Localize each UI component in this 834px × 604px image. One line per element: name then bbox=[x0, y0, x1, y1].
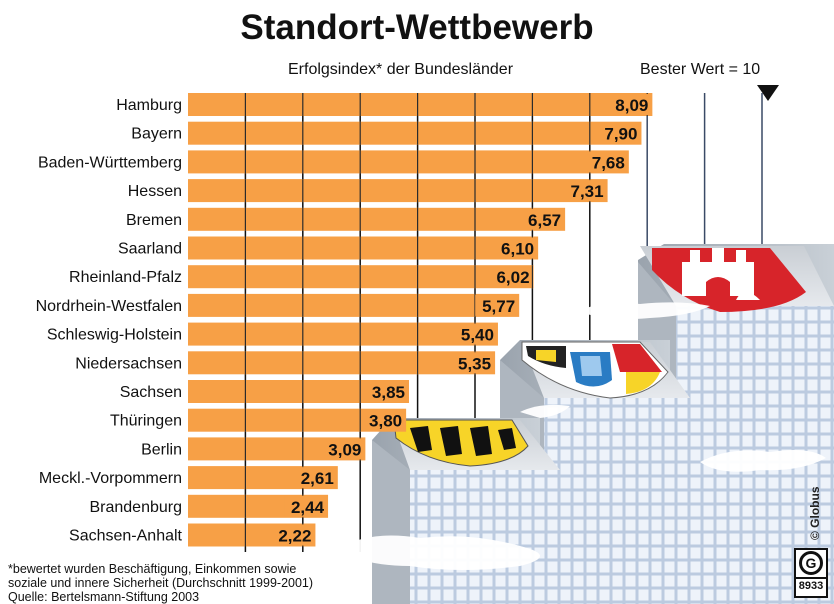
value-label-bg-7 bbox=[475, 294, 518, 316]
bar-1 bbox=[188, 121, 642, 145]
bar-10 bbox=[188, 380, 409, 403]
category-label-0: Hamburg bbox=[116, 97, 182, 114]
bar-5 bbox=[188, 236, 539, 260]
category-label-14: Brandenburg bbox=[89, 499, 182, 516]
category-label-2: Baden-Württemberg bbox=[38, 154, 182, 171]
value-label-0: 8,09 bbox=[615, 96, 648, 115]
baden-wuerttemberg-coat-of-arms bbox=[393, 419, 529, 467]
value-label-1: 7,90 bbox=[604, 125, 637, 144]
footnote-line: soziale und innere Sicherheit (Durchschn… bbox=[8, 576, 314, 590]
value-label-7: 5,77 bbox=[482, 297, 515, 316]
copyright-label: © Globus bbox=[808, 486, 822, 540]
category-label-4: Bremen bbox=[126, 212, 182, 229]
category-label-11: Thüringen bbox=[110, 413, 182, 430]
chart-value-labels: 8,09 7,90 7,68 7,31 6,57 6,10 6,02 5,77 5,40 5,35… bbox=[271, 94, 651, 546]
bar-4 bbox=[188, 207, 566, 231]
value-label-bg-4 bbox=[521, 208, 564, 230]
value-label-bg-11 bbox=[362, 409, 405, 431]
hamburg-coat-of-arms bbox=[652, 248, 806, 312]
value-label-10: 3,85 bbox=[372, 383, 405, 402]
value-label-bg-14 bbox=[284, 495, 327, 517]
bavaria-franconia-coat-of-arms bbox=[521, 341, 669, 399]
value-label-bg-10 bbox=[364, 381, 407, 402]
bar-9 bbox=[188, 351, 496, 375]
category-label-9: Niedersachsen bbox=[75, 355, 182, 372]
footnote-source: Quelle: Bertelsmann-Stiftung 2003 bbox=[8, 590, 200, 604]
value-label-8: 5,40 bbox=[461, 326, 494, 345]
value-label-bg-0 bbox=[608, 94, 651, 115]
chart-subtitle: Erfolgsindex* der Bundesländer bbox=[288, 61, 514, 78]
category-label-1: Bayern bbox=[131, 126, 182, 143]
value-label-4: 6,57 bbox=[528, 211, 561, 230]
cloud-illustration bbox=[340, 302, 826, 570]
value-label-bg-6 bbox=[489, 266, 532, 288]
category-label-8: Schleswig-Holstein bbox=[47, 327, 182, 344]
category-label-12: Berlin bbox=[141, 441, 182, 458]
bar-2 bbox=[188, 150, 629, 174]
best-value-label: Bester Wert = 10 bbox=[640, 61, 761, 78]
value-label-12: 3,09 bbox=[328, 440, 361, 459]
logo-letter: G bbox=[799, 551, 823, 575]
value-label-2: 7,68 bbox=[592, 153, 625, 172]
value-label-bg-3 bbox=[563, 180, 606, 202]
category-label-6: Rheinland-Pfalz bbox=[69, 269, 182, 286]
category-label-10: Sachsen bbox=[120, 384, 182, 401]
value-label-11: 3,80 bbox=[369, 412, 402, 431]
footnote: *bewertet wurden Beschäftigung, Einkomme… bbox=[8, 562, 313, 604]
globus-logo: G 8933 bbox=[794, 548, 828, 598]
bar-11 bbox=[188, 408, 407, 432]
value-label-bg-13 bbox=[293, 467, 336, 489]
value-label-bg-1 bbox=[597, 122, 640, 144]
value-label-13: 2,61 bbox=[301, 469, 334, 488]
bar-8 bbox=[188, 322, 498, 346]
bar-0 bbox=[188, 93, 653, 116]
footnote-line: *bewertet wurden Beschäftigung, Einkomme… bbox=[8, 562, 297, 576]
value-label-bg-12 bbox=[321, 438, 364, 460]
value-label-14: 2,44 bbox=[291, 498, 325, 517]
bar-7 bbox=[188, 293, 520, 317]
category-label-3: Hessen bbox=[128, 183, 182, 200]
category-label-15: Sachsen-Anhalt bbox=[69, 528, 183, 545]
value-label-9: 5,35 bbox=[458, 354, 491, 373]
chart-title: Standort-Wettbewerb bbox=[240, 8, 594, 47]
value-label-bg-5 bbox=[494, 237, 537, 259]
bar-12 bbox=[188, 437, 366, 461]
value-label-bg-8 bbox=[453, 323, 496, 345]
value-label-bg-9 bbox=[451, 352, 494, 374]
category-label-13: Meckl.-Vorpommern bbox=[39, 470, 182, 487]
category-label-5: Saarland bbox=[118, 241, 182, 258]
category-label-7: Nordrhein-Westfalen bbox=[36, 298, 182, 315]
value-label-15: 2,22 bbox=[278, 527, 311, 546]
value-label-5: 6,10 bbox=[501, 240, 534, 259]
value-label-bg-15 bbox=[271, 524, 314, 546]
arrow-down-icon bbox=[757, 85, 779, 101]
bar-3 bbox=[188, 179, 608, 203]
value-label-6: 6,02 bbox=[496, 268, 529, 287]
chart-category-labels: Hamburg Bayern Baden-Württemberg Hessen Brem… bbox=[36, 97, 183, 545]
value-label-bg-2 bbox=[584, 151, 627, 173]
value-label-3: 7,31 bbox=[571, 182, 604, 201]
logo-number: 8933 bbox=[796, 577, 826, 593]
